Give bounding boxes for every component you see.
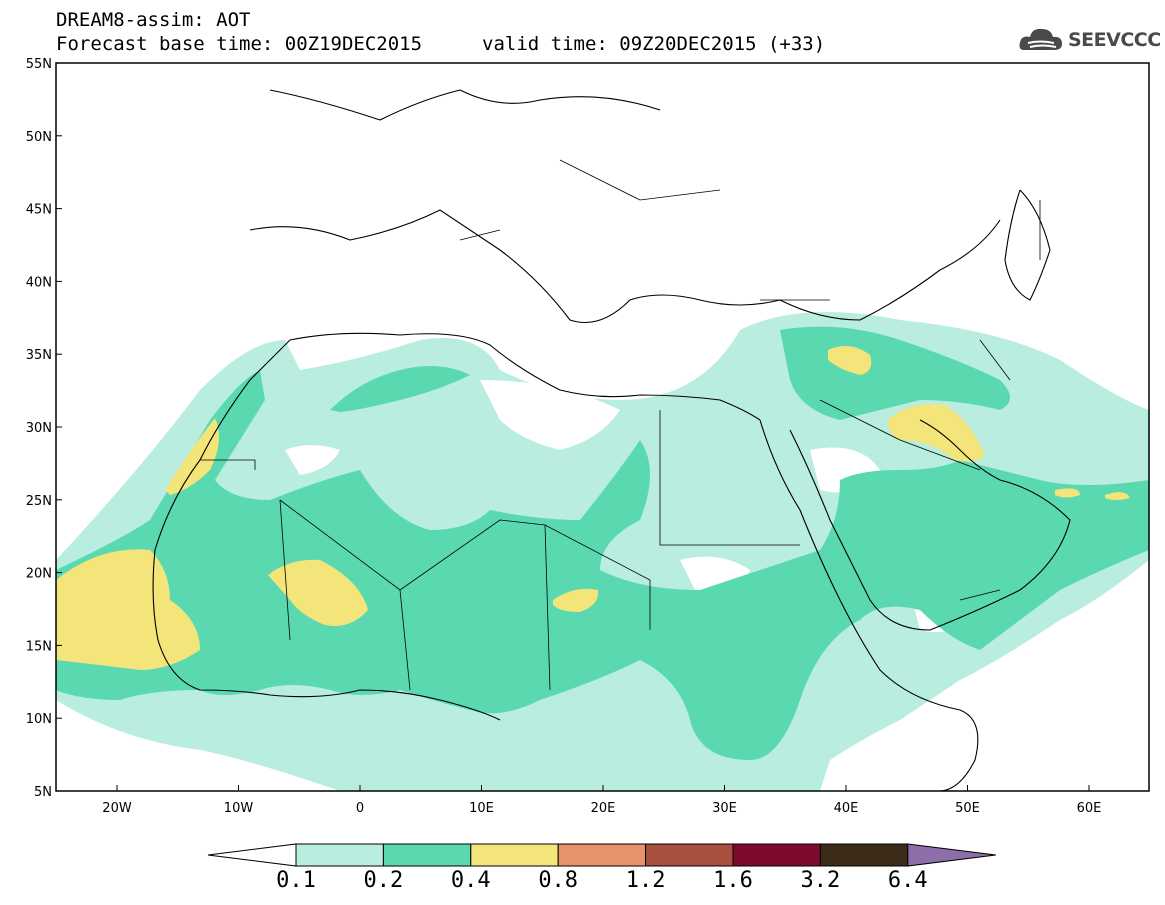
colorbar-label: 0.2	[363, 868, 404, 893]
cloud-logo-icon	[1019, 28, 1062, 50]
lon-tick-label: 20W	[102, 801, 132, 816]
lat-tick-label: 50N	[26, 130, 52, 145]
aot-shading	[56, 312, 1149, 791]
aot-contour-0-4-w-africa	[56, 549, 200, 670]
colorbar-swatch	[732, 843, 821, 867]
lon-tick-label: 20E	[591, 801, 616, 816]
aot-contour-0-4-morocco	[165, 418, 219, 495]
seevccc-logo: SEEVCCC	[1018, 22, 1161, 58]
map-title: DREAM8-assim: AOT	[56, 9, 251, 31]
lon-tick-label: 40E	[834, 801, 859, 816]
coastline-africa-north	[289, 332, 761, 421]
aot-contour-0-2-north	[330, 366, 470, 412]
lat-tick-label: 20N	[26, 567, 52, 582]
colorbar-swatch	[382, 843, 472, 867]
lat-tick-label: 15N	[26, 639, 52, 654]
lat-tick-label: 35N	[26, 348, 52, 363]
coastline-europe	[249, 209, 1001, 324]
lat-tick-label: 30N	[26, 421, 52, 436]
colorbar-swatch	[557, 843, 647, 867]
lat-tick-label: 5N	[34, 785, 52, 800]
lon-tick-label: 10E	[469, 801, 494, 816]
coastline-arabia	[789, 419, 1071, 631]
aot-contour-0-2	[56, 370, 1149, 760]
colorbar-label: 1.6	[713, 868, 753, 893]
coastline-africa-west	[152, 339, 501, 721]
colorbar-label: 0.4	[450, 868, 491, 893]
lat-tick-label: 40N	[26, 275, 52, 290]
lon-tick-label: 50E	[955, 801, 980, 816]
aot-contour-0-4-chad	[553, 588, 599, 612]
lat-tick-label: 25N	[26, 494, 52, 509]
aot-clear-area-2	[285, 445, 340, 475]
aot-clear-area-1	[480, 380, 620, 450]
lon-tick-label: 60E	[1077, 801, 1102, 816]
coastline-caspian	[1004, 189, 1051, 301]
latitude-axis: 55N 50N 45N 40N 35N 30N 25N 20N 15N 10N 5N	[26, 57, 62, 800]
aot-contour-0-4-gulf	[1055, 488, 1130, 500]
colorbar-label: 1.2	[625, 868, 666, 893]
lat-tick-label: 10N	[26, 712, 52, 727]
coastline-north-europe	[269, 89, 661, 121]
aot-contour-0-4-syria	[828, 346, 872, 375]
lat-tick-label: 55N	[26, 57, 52, 72]
colorbar-swatch	[470, 843, 559, 867]
colorbar-swatch	[295, 843, 384, 867]
coastline-red-sea	[759, 419, 979, 791]
colorbar-min-arrow	[207, 843, 297, 867]
aot-contour-0-4-sahara	[268, 559, 368, 626]
colorbar-max-arrow	[907, 843, 996, 867]
colorbar-label: 6.4	[887, 868, 928, 893]
colorbar-label: 0.8	[538, 868, 579, 893]
lon-tick-label: 30E	[712, 801, 737, 816]
valid-time-label: valid time: 09Z20DEC2015 (+33)	[482, 33, 826, 55]
colorbar-boxes	[207, 843, 996, 867]
colorbar-label: 0.1	[276, 868, 316, 893]
colorbar-label: 3.2	[800, 868, 841, 893]
colorbar-swatch	[645, 843, 734, 867]
logo-text: SEEVCCC	[1068, 29, 1161, 51]
aot-contour-0-4-iraq	[888, 404, 985, 462]
coastlines	[152, 89, 1071, 791]
lon-tick-label: 10W	[224, 801, 254, 816]
lat-tick-label: 45N	[26, 203, 52, 218]
base-time-label: Forecast base time: 00Z19DEC2015	[56, 33, 423, 55]
colorbar-swatch	[819, 843, 909, 867]
lon-tick-label: 0	[356, 801, 364, 816]
border-lines	[200, 159, 1041, 691]
longitude-axis: 20W 10W 0 10E 20E 30E 40E 50E 60E	[102, 785, 1101, 816]
